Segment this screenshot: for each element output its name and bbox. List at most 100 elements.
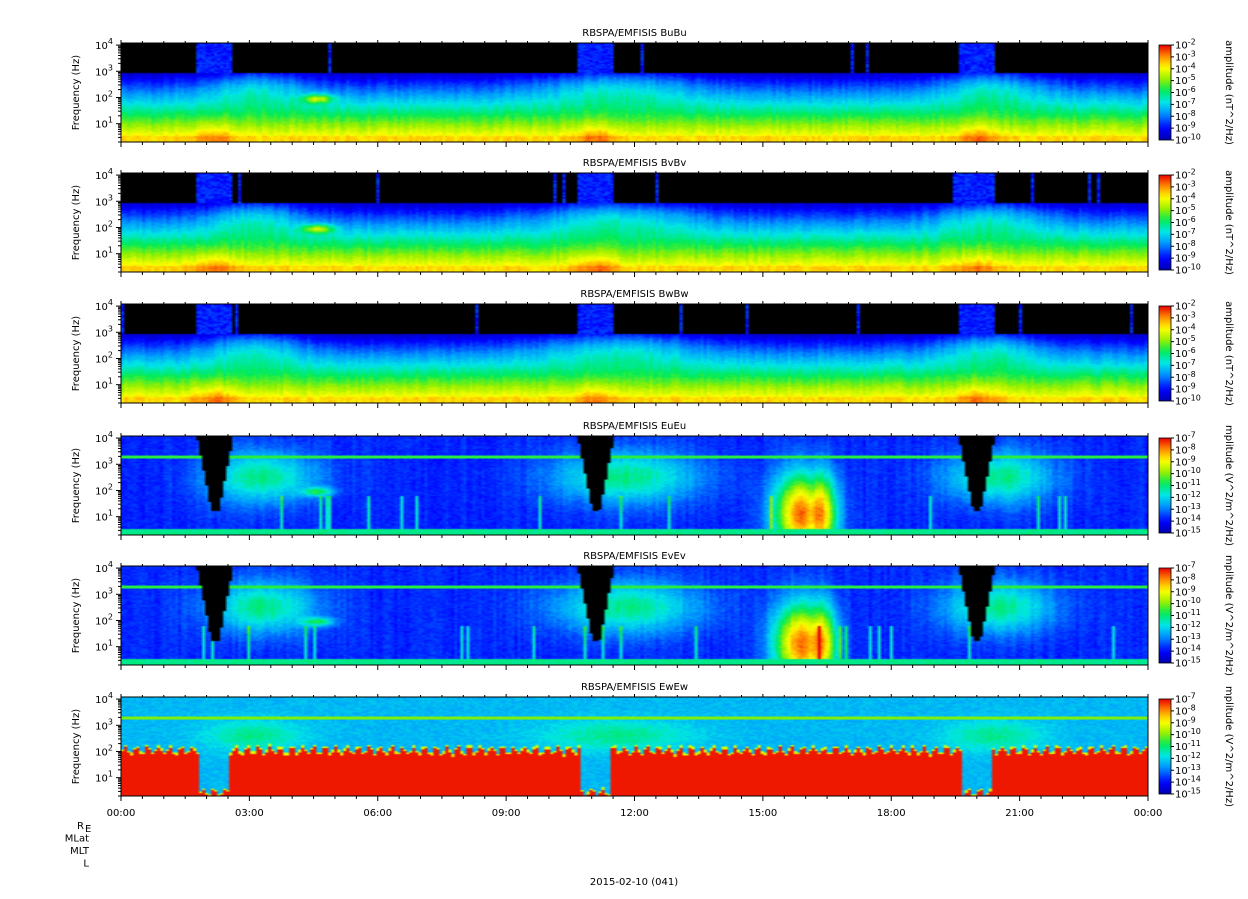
colorbar-tick-label: 10-10 (1175, 596, 1201, 610)
y-tick-label: 101 (95, 246, 113, 261)
y-tick-label: 102 (95, 482, 113, 497)
colorbar-tick-label: 10-15 (1175, 526, 1201, 540)
colorbar-tick-label: 10-9 (1175, 251, 1196, 265)
colorbar-title: amplitude (nT^2/Hz) (1223, 40, 1234, 145)
y-tick-label: 102 (95, 219, 113, 234)
colorbar-tick-label: 10-10 (1175, 466, 1201, 480)
colorbar (1158, 174, 1172, 271)
colorbar-tick-label: 10-13 (1175, 502, 1201, 516)
y-axis-title: Frequency (Hz) (71, 316, 82, 392)
colorbar-tick-label: 10-12 (1175, 751, 1201, 765)
colorbar-tick-label: 10-6 (1175, 215, 1196, 229)
y-tick-label: 102 (95, 612, 113, 627)
time-axis: 00:00 03:00 06:00 09:00 12:00 15:00 18:00 21:00… (107, 808, 1163, 819)
spectrogram-image (121, 566, 1148, 665)
colorbar-tick-label: 10-7 (1175, 97, 1196, 111)
x-tick-label: 18:00 (877, 808, 906, 819)
spectrogram-panels: RBSPA/EMFISIS BuBu 101 102 103 104 Frequency … (71, 28, 1234, 807)
colorbar-tick-label: 10-13 (1175, 632, 1201, 646)
colorbar-tick-label: 10-7 (1175, 561, 1196, 575)
colorbar-tick-label: 10-14 (1175, 644, 1201, 658)
colorbar-tick-label: 10-8 (1175, 442, 1196, 456)
ephemeris-label: MLT (70, 846, 90, 857)
colorbar-tick-label: 10-15 (1175, 787, 1201, 801)
colorbar-tick-label: 10-9 (1175, 121, 1196, 135)
y-tick-label: 102 (95, 89, 113, 104)
y-tick-label: 104 (95, 37, 113, 52)
colorbar-tick-label: 10-3 (1175, 179, 1196, 193)
ephemeris-label: L (83, 859, 89, 870)
y-tick-label: 104 (95, 691, 113, 706)
y-tick-label: 101 (95, 377, 113, 392)
panel-2: RBSPA/EMFISIS BvBv 101 102 103 104 Frequency … (71, 158, 1234, 277)
colorbar-title: mplitude (V^2/m^2/Hz) (1223, 425, 1234, 546)
ephemeris-label: MLat (65, 834, 89, 845)
y-tick-label: 103 (95, 324, 113, 339)
panel-title: RBSPA/EMFISIS EvEv (583, 551, 686, 562)
colorbar-tick-label: 10-12 (1175, 620, 1201, 634)
y-tick-label: 104 (95, 298, 113, 313)
panel-4: RBSPA/EMFISIS EuEu 101 102 103 104 Frequency … (71, 421, 1234, 546)
colorbar-tick-label: 10-9 (1175, 715, 1196, 729)
x-tick-label: 21:00 (1005, 808, 1034, 819)
colorbar-tick-label: 10-7 (1175, 227, 1196, 241)
colorbar-tick-label: 10-3 (1175, 310, 1196, 324)
y-tick-label: 103 (95, 456, 113, 471)
colorbar-tick-label: 10-4 (1175, 191, 1196, 205)
y-axis-title: Frequency (Hz) (71, 448, 82, 524)
colorbar-tick-label: 10-9 (1175, 584, 1196, 598)
y-tick-label: 103 (95, 586, 113, 601)
colorbar-tick-label: 10-5 (1175, 334, 1196, 348)
colorbar-tick-label: 10-13 (1175, 763, 1201, 777)
y-axis-title: Frequency (Hz) (71, 185, 82, 261)
colorbar-title: mplitude (V^2/m^2/Hz) (1223, 686, 1234, 807)
y-tick-label: 103 (95, 193, 113, 208)
y-tick-label: 101 (95, 509, 113, 524)
y-tick-label: 103 (95, 717, 113, 732)
spectrogram-image (121, 173, 1148, 272)
y-tick-label: 104 (95, 430, 113, 445)
colorbar-tick-label: 10-10 (1175, 133, 1201, 147)
panel-title: RBSPA/EMFISIS BvBv (583, 158, 687, 169)
panel-title: RBSPA/EMFISIS EwEw (581, 682, 688, 693)
colorbar-tick-label: 10-6 (1175, 346, 1196, 360)
panel-title: RBSPA/EMFISIS EuEu (583, 421, 686, 432)
colorbar (1158, 305, 1172, 402)
x-tick-label: 00:00 (107, 808, 136, 819)
panel-3: RBSPA/EMFISIS BwBw 101 102 103 104 Frequency … (71, 289, 1234, 408)
panel-title: RBSPA/EMFISIS BwBw (580, 289, 688, 300)
colorbar-tick-label: 10-8 (1175, 572, 1196, 586)
colorbar-tick-label: 10-6 (1175, 85, 1196, 99)
colorbar-tick-label: 10-10 (1175, 394, 1201, 408)
colorbar-tick-label: 10-11 (1175, 739, 1201, 753)
x-tick-label: 12:00 (620, 808, 649, 819)
x-tick-label: 03:00 (235, 808, 264, 819)
y-axis-title: Frequency (Hz) (71, 578, 82, 654)
ephemeris-subscript: E (85, 824, 91, 835)
colorbar-tick-label: 10-9 (1175, 454, 1196, 468)
spectrogram-image (121, 436, 1148, 535)
y-tick-label: 101 (95, 770, 113, 785)
y-tick-label: 101 (95, 639, 113, 654)
colorbar-tick-label: 10-12 (1175, 490, 1201, 504)
colorbar-title: amplitude (nT^2/Hz) (1223, 170, 1234, 275)
x-tick-label: 09:00 (492, 808, 521, 819)
colorbar-tick-label: 10-10 (1175, 263, 1201, 277)
spectrogram-image (121, 43, 1148, 142)
colorbar (1158, 44, 1172, 141)
colorbar-tick-label: 10-8 (1175, 370, 1196, 384)
colorbar-tick-label: 10-5 (1175, 203, 1196, 217)
colorbar-tick-label: 10-4 (1175, 322, 1196, 336)
date-label: 2015-02-10 (041) (590, 877, 678, 888)
colorbar-tick-label: 10-8 (1175, 703, 1196, 717)
colorbar-tick-label: 10-14 (1175, 514, 1201, 528)
colorbar-tick-label: 10-2 (1175, 299, 1196, 313)
colorbar-title: amplitude (nT^2/Hz) (1223, 301, 1234, 406)
y-tick-label: 102 (95, 350, 113, 365)
colorbar-tick-label: 10-8 (1175, 109, 1196, 123)
colorbar-tick-label: 10-2 (1175, 168, 1196, 182)
panel-5: RBSPA/EMFISIS EvEv 101 102 103 104 Frequency … (71, 551, 1234, 676)
y-axis-title: Frequency (Hz) (71, 709, 82, 785)
colorbar-tick-label: 10-2 (1175, 38, 1196, 52)
colorbar-tick-label: 10-7 (1175, 431, 1196, 445)
